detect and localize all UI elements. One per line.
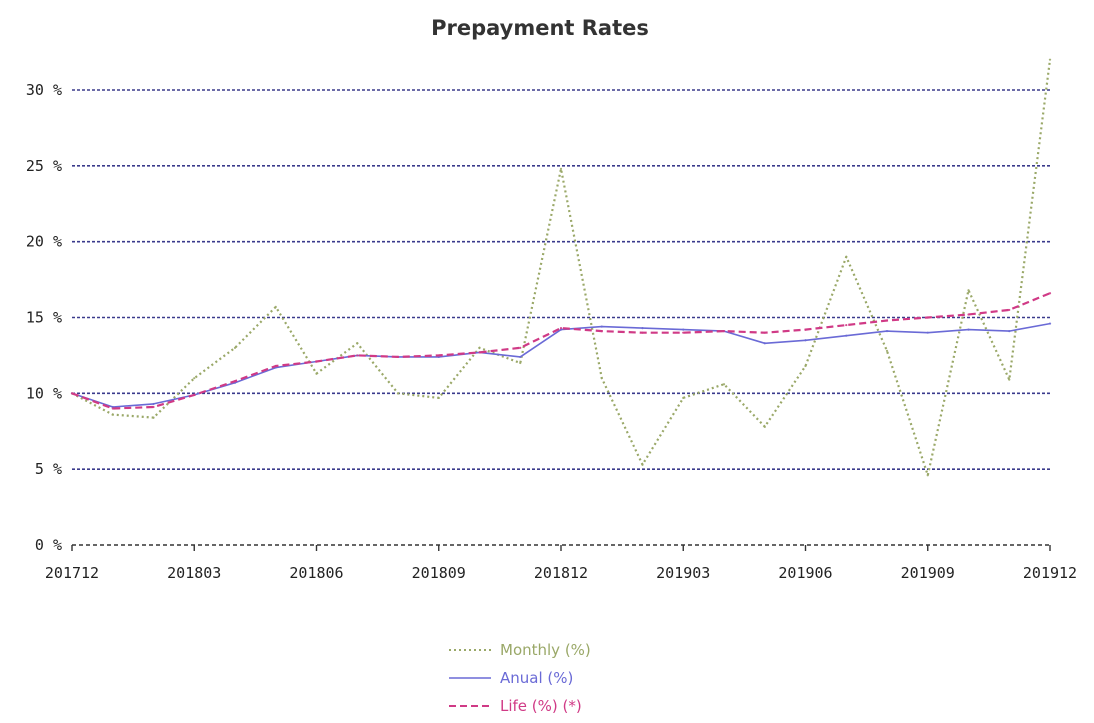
x-tick-label: 201906 (778, 564, 832, 582)
series-3-point (356, 354, 359, 357)
series-2-point (804, 339, 807, 342)
series-2-point (600, 325, 603, 328)
series-3-point (600, 330, 603, 333)
series-3-point (233, 380, 237, 383)
series-3-point (274, 364, 277, 368)
series-1-point (356, 342, 359, 345)
series-line-3 (71, 292, 1051, 410)
series-3-point (437, 354, 440, 357)
series-1-point (845, 255, 848, 258)
series-3-point (193, 393, 196, 396)
series-2-point (559, 328, 563, 331)
series-2-point (641, 327, 644, 330)
legend-label: Life (%) (*) (500, 697, 582, 715)
series-3-point (845, 323, 848, 327)
series-3-point (559, 327, 563, 330)
series-3-point (478, 351, 481, 354)
y-tick-label: 5 % (35, 460, 62, 478)
x-tick-label: 201806 (289, 564, 343, 582)
series-3-point (315, 360, 318, 363)
series-1-point (804, 364, 807, 368)
data-series (70, 58, 1052, 477)
y-tick-label: 15 % (26, 309, 62, 327)
series-2-point (845, 334, 848, 337)
x-tick-label: 201909 (901, 564, 955, 582)
series-3-point (967, 313, 970, 316)
grid-lines (72, 89, 1050, 470)
series-1-point (559, 167, 563, 170)
legend: Monthly (%) Anual (%) Life (%) (*) (449, 641, 591, 715)
series-1-point (1048, 58, 1052, 61)
legend-label: Anual (%) (500, 669, 573, 687)
x-tick-label: 201812 (534, 564, 588, 582)
series-1-point (600, 377, 603, 380)
series-line-1 (71, 59, 1052, 477)
series-3-point (763, 331, 766, 334)
series-1-point (519, 361, 522, 365)
series-1-point (885, 349, 889, 352)
series-2-point (763, 342, 766, 345)
series-1-point (152, 416, 155, 419)
y-tick-label: 10 % (26, 384, 62, 402)
series-3-point (111, 407, 114, 410)
series-1-point (967, 289, 970, 292)
series-3-point (722, 330, 726, 333)
series-3-point (926, 316, 929, 319)
series-3-point (1008, 308, 1011, 312)
series-3-point (641, 331, 644, 334)
chart-title: Prepayment Rates (431, 16, 649, 40)
series-2-point (926, 331, 929, 334)
series-1-point (763, 425, 766, 428)
series-2-point (682, 328, 685, 331)
series-3-point (152, 405, 155, 409)
series-1-point (274, 305, 277, 308)
x-tick-label: 201809 (412, 564, 466, 582)
series-2-point (885, 330, 889, 333)
series-1-point (1008, 378, 1011, 381)
x-tick-label: 201712 (45, 564, 99, 582)
series-1-point (396, 392, 400, 395)
x-tick-label: 201912 (1023, 564, 1077, 582)
series-1-point (478, 346, 481, 349)
series-3-point (396, 355, 400, 359)
x-tick-label: 201903 (656, 564, 710, 582)
series-1-point (437, 396, 440, 399)
y-tick-label: 20 % (26, 233, 62, 251)
series-1-point (641, 463, 644, 466)
series-2-point (519, 355, 522, 359)
series-3-point (70, 392, 74, 395)
y-tick-label: 30 % (26, 81, 62, 99)
series-2-point (1008, 330, 1011, 333)
series-3-point (519, 346, 522, 349)
series-1-point (233, 346, 237, 349)
axes: 0 % 5 % 10 % 15 % 20 % 25 % 30 % 201712 201803 20… (26, 81, 1077, 582)
series-3-point (804, 328, 807, 331)
series-1-point (193, 377, 196, 380)
series-3-point (1048, 292, 1052, 295)
x-tick-label: 201803 (167, 564, 221, 582)
series-1-point (111, 413, 114, 416)
series-2-point (967, 328, 970, 331)
series-3-point (885, 319, 889, 322)
series-1-point (682, 396, 685, 399)
y-tick-label: 25 % (26, 157, 62, 175)
series-line-2 (71, 322, 1051, 408)
series-2-point (152, 402, 155, 406)
y-tick-label: 0 % (35, 536, 62, 554)
series-1-point (315, 372, 318, 375)
series-3-point (682, 331, 685, 334)
series-1-point (722, 383, 726, 386)
series-1-point (926, 474, 929, 477)
series-2-point (1048, 322, 1052, 325)
legend-label: Monthly (%) (500, 641, 591, 659)
